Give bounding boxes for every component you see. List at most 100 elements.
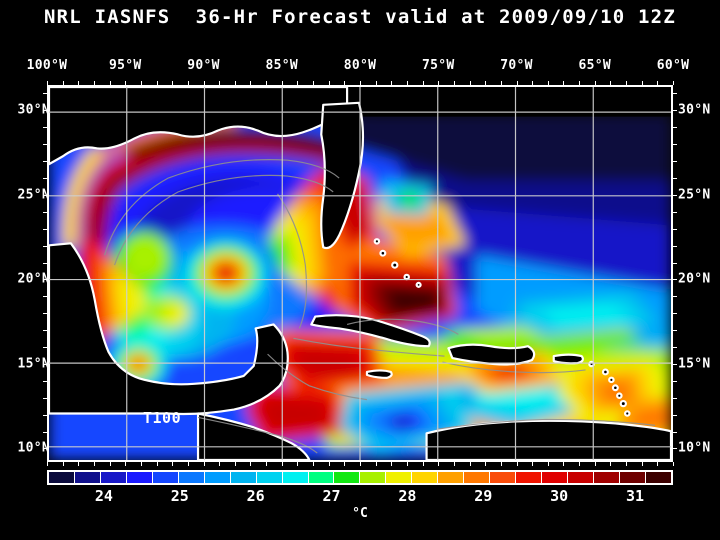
- lat-minor-tick: [43, 414, 47, 416]
- lat-minor-tick: [43, 144, 47, 146]
- lat-minor-tick: [673, 279, 677, 281]
- lon-minor-tick: [219, 462, 221, 466]
- lon-minor-tick: [187, 462, 189, 466]
- lon-minor-tick: [140, 462, 142, 466]
- lon-tick-label: 75°W: [421, 58, 455, 73]
- lat-minor-tick: [43, 262, 47, 264]
- colorbar-tick-label: 31: [626, 487, 645, 505]
- lat-minor-tick: [43, 228, 47, 230]
- colorbar-swatch[interactable]: [100, 472, 127, 483]
- lon-minor-tick: [360, 462, 361, 466]
- lat-tick-label: 30°N: [678, 102, 711, 118]
- lat-tick-label: 20°N: [17, 271, 50, 287]
- lat-minor-tick: [673, 363, 677, 365]
- colorbar-swatch[interactable]: [308, 472, 335, 483]
- lon-tick-label: 60°W: [656, 58, 690, 73]
- colorbar-unit-label: °C: [352, 506, 368, 521]
- lon-minor-tick: [297, 81, 299, 85]
- lon-minor-tick: [266, 81, 268, 85]
- lon-minor-tick: [579, 462, 581, 466]
- lon-minor-tick: [156, 462, 158, 466]
- lon-minor-tick: [78, 462, 80, 466]
- colorbar-swatch[interactable]: [568, 472, 595, 483]
- colorbar-swatch[interactable]: [230, 472, 257, 483]
- lon-minor-tick: [156, 81, 158, 85]
- lon-minor-tick: [47, 462, 48, 466]
- lon-minor-tick: [532, 462, 534, 466]
- colorbar-swatch[interactable]: [204, 472, 231, 483]
- colorbar-swatch[interactable]: [74, 472, 101, 483]
- lon-minor-tick: [109, 81, 111, 85]
- lon-minor-tick: [406, 462, 408, 466]
- colorbar-swatch[interactable]: [256, 472, 283, 483]
- lat-minor-tick: [673, 397, 677, 399]
- lon-minor-tick: [610, 462, 612, 466]
- lat-minor-tick: [673, 347, 677, 349]
- lon-minor-tick: [516, 81, 518, 85]
- lon-minor-tick: [500, 81, 502, 85]
- lon-minor-tick: [203, 462, 205, 466]
- lon-minor-tick: [93, 462, 95, 466]
- colorbar-tick-label: 30: [550, 487, 569, 505]
- colorbar-swatch[interactable]: [360, 472, 387, 483]
- colorbar-swatch[interactable]: [594, 472, 620, 483]
- lon-minor-tick: [328, 81, 330, 85]
- colorbar-swatch[interactable]: [645, 472, 671, 483]
- lon-minor-tick: [93, 81, 95, 85]
- lat-minor-tick: [673, 245, 677, 247]
- colorbar-tick-label: 24: [94, 487, 113, 505]
- lon-minor-tick: [610, 81, 612, 85]
- lon-minor-tick: [673, 462, 674, 466]
- lon-minor-tick: [657, 462, 659, 466]
- field-label: T100: [143, 409, 182, 427]
- lon-tick-label: 70°W: [500, 58, 533, 73]
- colorbar[interactable]: [47, 470, 673, 485]
- lon-minor-tick: [485, 462, 487, 466]
- lat-minor-tick: [673, 144, 677, 146]
- colorbar-swatch[interactable]: [438, 472, 465, 483]
- lon-minor-tick: [375, 462, 377, 466]
- lon-minor-tick: [626, 462, 628, 466]
- lon-minor-tick: [172, 462, 174, 466]
- lon-minor-tick: [438, 81, 440, 85]
- lat-minor-tick: [673, 414, 677, 416]
- colorbar-swatch[interactable]: [126, 472, 153, 483]
- colorbar-swatch[interactable]: [49, 472, 75, 483]
- colorbar-swatch[interactable]: [490, 472, 517, 483]
- lon-minor-tick: [516, 462, 518, 466]
- lat-tick-label: 30°N: [17, 102, 50, 118]
- lon-minor-tick: [485, 81, 487, 85]
- colorbar-swatch[interactable]: [334, 472, 361, 483]
- lon-minor-tick: [344, 81, 346, 85]
- map-plot-area[interactable]: [47, 85, 673, 462]
- colorbar-swatch[interactable]: [542, 472, 569, 483]
- lat-minor-tick: [43, 93, 47, 95]
- lon-minor-tick: [47, 81, 48, 85]
- lon-minor-tick: [250, 462, 252, 466]
- lat-minor-tick: [673, 448, 677, 450]
- colorbar-swatch[interactable]: [412, 472, 439, 483]
- lon-minor-tick: [281, 462, 283, 466]
- colorbar-swatch[interactable]: [386, 472, 413, 483]
- lon-minor-tick: [140, 81, 142, 85]
- lat-tick-label: 15°N: [17, 356, 50, 372]
- colorbar-swatch[interactable]: [516, 472, 543, 483]
- lon-minor-tick: [328, 462, 330, 466]
- lat-minor-tick: [673, 161, 677, 163]
- lon-minor-tick: [266, 462, 268, 466]
- lon-minor-tick: [453, 81, 455, 85]
- figure-title: NRL IASNFS 36-Hr Forecast valid at 2009/…: [44, 6, 676, 28]
- colorbar-swatch[interactable]: [619, 472, 646, 483]
- lat-minor-tick: [43, 279, 47, 281]
- colorbar-swatch[interactable]: [152, 472, 179, 483]
- lon-minor-tick: [657, 81, 659, 85]
- lon-minor-tick: [62, 462, 64, 466]
- colorbar-swatch[interactable]: [282, 472, 309, 483]
- lat-minor-tick: [43, 127, 47, 129]
- lon-minor-tick: [172, 81, 174, 85]
- colorbar-swatch[interactable]: [464, 472, 491, 483]
- lon-minor-tick: [422, 81, 424, 85]
- lon-minor-tick: [297, 462, 299, 466]
- colorbar-swatch[interactable]: [178, 472, 205, 483]
